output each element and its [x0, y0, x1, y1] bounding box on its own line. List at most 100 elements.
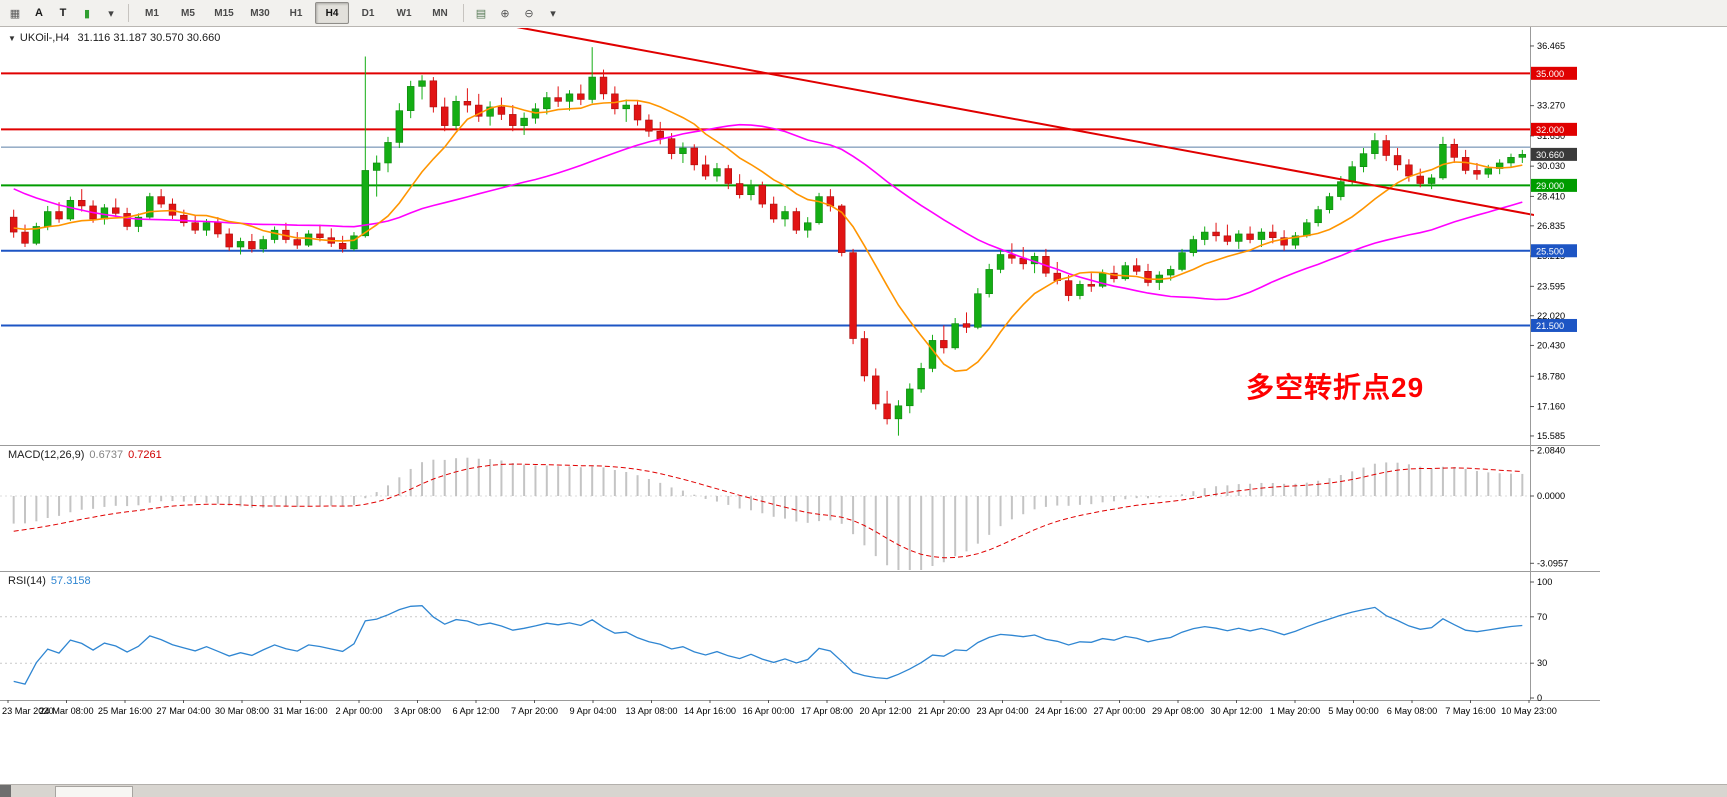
- time-label: 24 Apr 16:00: [1035, 706, 1087, 716]
- timeframe-m30[interactable]: M30: [243, 2, 277, 24]
- candle-body: [974, 293, 982, 328]
- rsi-indicator-label: RSI(14) 57.3158: [8, 575, 91, 587]
- price-tick-label: 22.020: [1537, 311, 1565, 321]
- macd-name: MACD(12,26,9): [8, 449, 85, 461]
- timeframe-h1[interactable]: H1: [279, 2, 313, 24]
- time-label: 1 May 20:00: [1270, 706, 1321, 716]
- time-label: 6 Apr 12:00: [453, 706, 500, 716]
- timeframe-w1-glyph: W1: [396, 7, 412, 19]
- candle-body: [690, 147, 698, 166]
- timeframe-mn[interactable]: MN: [423, 2, 457, 24]
- macd-signal-line: [13, 463, 1523, 559]
- time-label: 6 May 08:00: [1387, 706, 1438, 716]
- macd-panel[interactable]: [0, 446, 1600, 571]
- timeframe-m1[interactable]: M1: [135, 2, 169, 24]
- more-dropdown-icon[interactable]: ▾: [542, 2, 564, 24]
- timeframe-d1[interactable]: D1: [351, 2, 385, 24]
- text-t-tool[interactable]: T: [52, 2, 74, 24]
- candle-body: [543, 97, 551, 110]
- rsi-panel[interactable]: [0, 572, 1600, 700]
- timeframe-m5[interactable]: M5: [171, 2, 205, 24]
- chart-text-annotation[interactable]: 多空转折点29: [1246, 372, 1425, 403]
- tabs-corner[interactable]: [0, 785, 11, 797]
- candle-body: [588, 76, 596, 100]
- timeframe-m15-glyph: M15: [214, 7, 234, 19]
- toolbar-view-group: ▤ ⊕ ⊖ ▾: [469, 2, 565, 24]
- price-tick-label: 33.270: [1537, 101, 1565, 111]
- timeframe-w1[interactable]: W1: [387, 2, 421, 24]
- timeframe-d1-glyph: D1: [361, 7, 375, 19]
- candle-body: [815, 196, 823, 224]
- candle-body: [78, 200, 86, 207]
- zoom-out-icon[interactable]: ⊖: [518, 2, 540, 24]
- more-dropdown-icon-glyph: ▾: [550, 7, 556, 20]
- time-label: 27 Mar 04:00: [156, 706, 210, 716]
- candle-body: [43, 211, 52, 227]
- ma-slow-line: [13, 123, 1523, 301]
- candle-body: [248, 241, 256, 250]
- price-badge-label: 29.000: [1536, 181, 1564, 191]
- time-label: 9 Apr 04:00: [570, 706, 617, 716]
- price-badge: [1531, 178, 1577, 192]
- candle-body: [304, 233, 313, 246]
- candle-body: [894, 405, 903, 420]
- chart-tab[interactable]: [55, 786, 133, 797]
- candle-body: [565, 93, 574, 102]
- candle-body: [758, 185, 767, 205]
- candle-body: [940, 340, 948, 349]
- candle-body: [599, 76, 608, 95]
- candle-body: [1008, 254, 1016, 259]
- time-label: 24 Mar 08:00: [39, 706, 93, 716]
- candle-body: [1212, 231, 1220, 237]
- candle-body: [554, 97, 562, 102]
- candle-body: [1348, 166, 1356, 182]
- price-tick-label: 26.835: [1537, 221, 1565, 231]
- time-label: 14 Apr 16:00: [684, 706, 736, 716]
- macd-axis-label: 2.0840: [1537, 446, 1565, 456]
- chart-window-icon-glyph: ▤: [475, 7, 487, 20]
- candle-body: [475, 104, 483, 117]
- candle-body: [1144, 271, 1152, 283]
- candle-draw-icon[interactable]: ▮: [76, 2, 98, 24]
- candle-body: [849, 252, 857, 339]
- descending-trendline[interactable]: [464, 17, 1536, 216]
- rsi-name: RSI(14): [8, 575, 46, 587]
- macd-signal-value: 0.7261: [128, 449, 162, 461]
- main-chart-plot[interactable]: [0, 27, 1600, 445]
- time-label: 3 Apr 08:00: [394, 706, 441, 716]
- zoom-in-icon[interactable]: ⊕: [494, 2, 516, 24]
- text-a-tool-glyph: A: [35, 7, 43, 19]
- collapse-arrow-icon[interactable]: ▼: [8, 34, 16, 43]
- arrows-grid-icon[interactable]: ▦: [4, 2, 26, 24]
- drawing-dropdown-icon[interactable]: ▾: [100, 2, 122, 24]
- candle-body: [803, 222, 812, 231]
- candle-body: [509, 114, 517, 126]
- candle-body: [225, 233, 233, 248]
- candle-draw-icon-glyph: ▮: [83, 7, 91, 20]
- price-badge-label: 21.500: [1536, 321, 1564, 331]
- candle-body: [577, 93, 585, 100]
- candle-body: [917, 368, 925, 390]
- candle-body: [293, 239, 301, 246]
- drawing-dropdown-icon-glyph: ▾: [108, 7, 114, 20]
- candle-body: [191, 222, 199, 231]
- candles-layer: [9, 47, 1527, 436]
- candle-body: [236, 241, 245, 248]
- candle-body: [180, 214, 188, 224]
- text-a-tool[interactable]: A: [28, 2, 50, 24]
- candle-body: [1076, 284, 1084, 296]
- timeframe-m15[interactable]: M15: [207, 2, 241, 24]
- time-label: 31 Mar 16:00: [273, 706, 327, 716]
- chart-window-icon[interactable]: ▤: [470, 2, 492, 24]
- timeframe-h4[interactable]: H4: [315, 2, 349, 24]
- candle-body: [1178, 252, 1186, 270]
- candle-body: [1382, 140, 1390, 156]
- candle-body: [270, 229, 279, 240]
- candle-body: [633, 104, 642, 121]
- candle-body: [1246, 233, 1254, 240]
- candle-body: [1087, 284, 1095, 287]
- candle-body: [1269, 231, 1277, 238]
- candle-body: [1473, 170, 1481, 175]
- candle-body: [838, 205, 846, 253]
